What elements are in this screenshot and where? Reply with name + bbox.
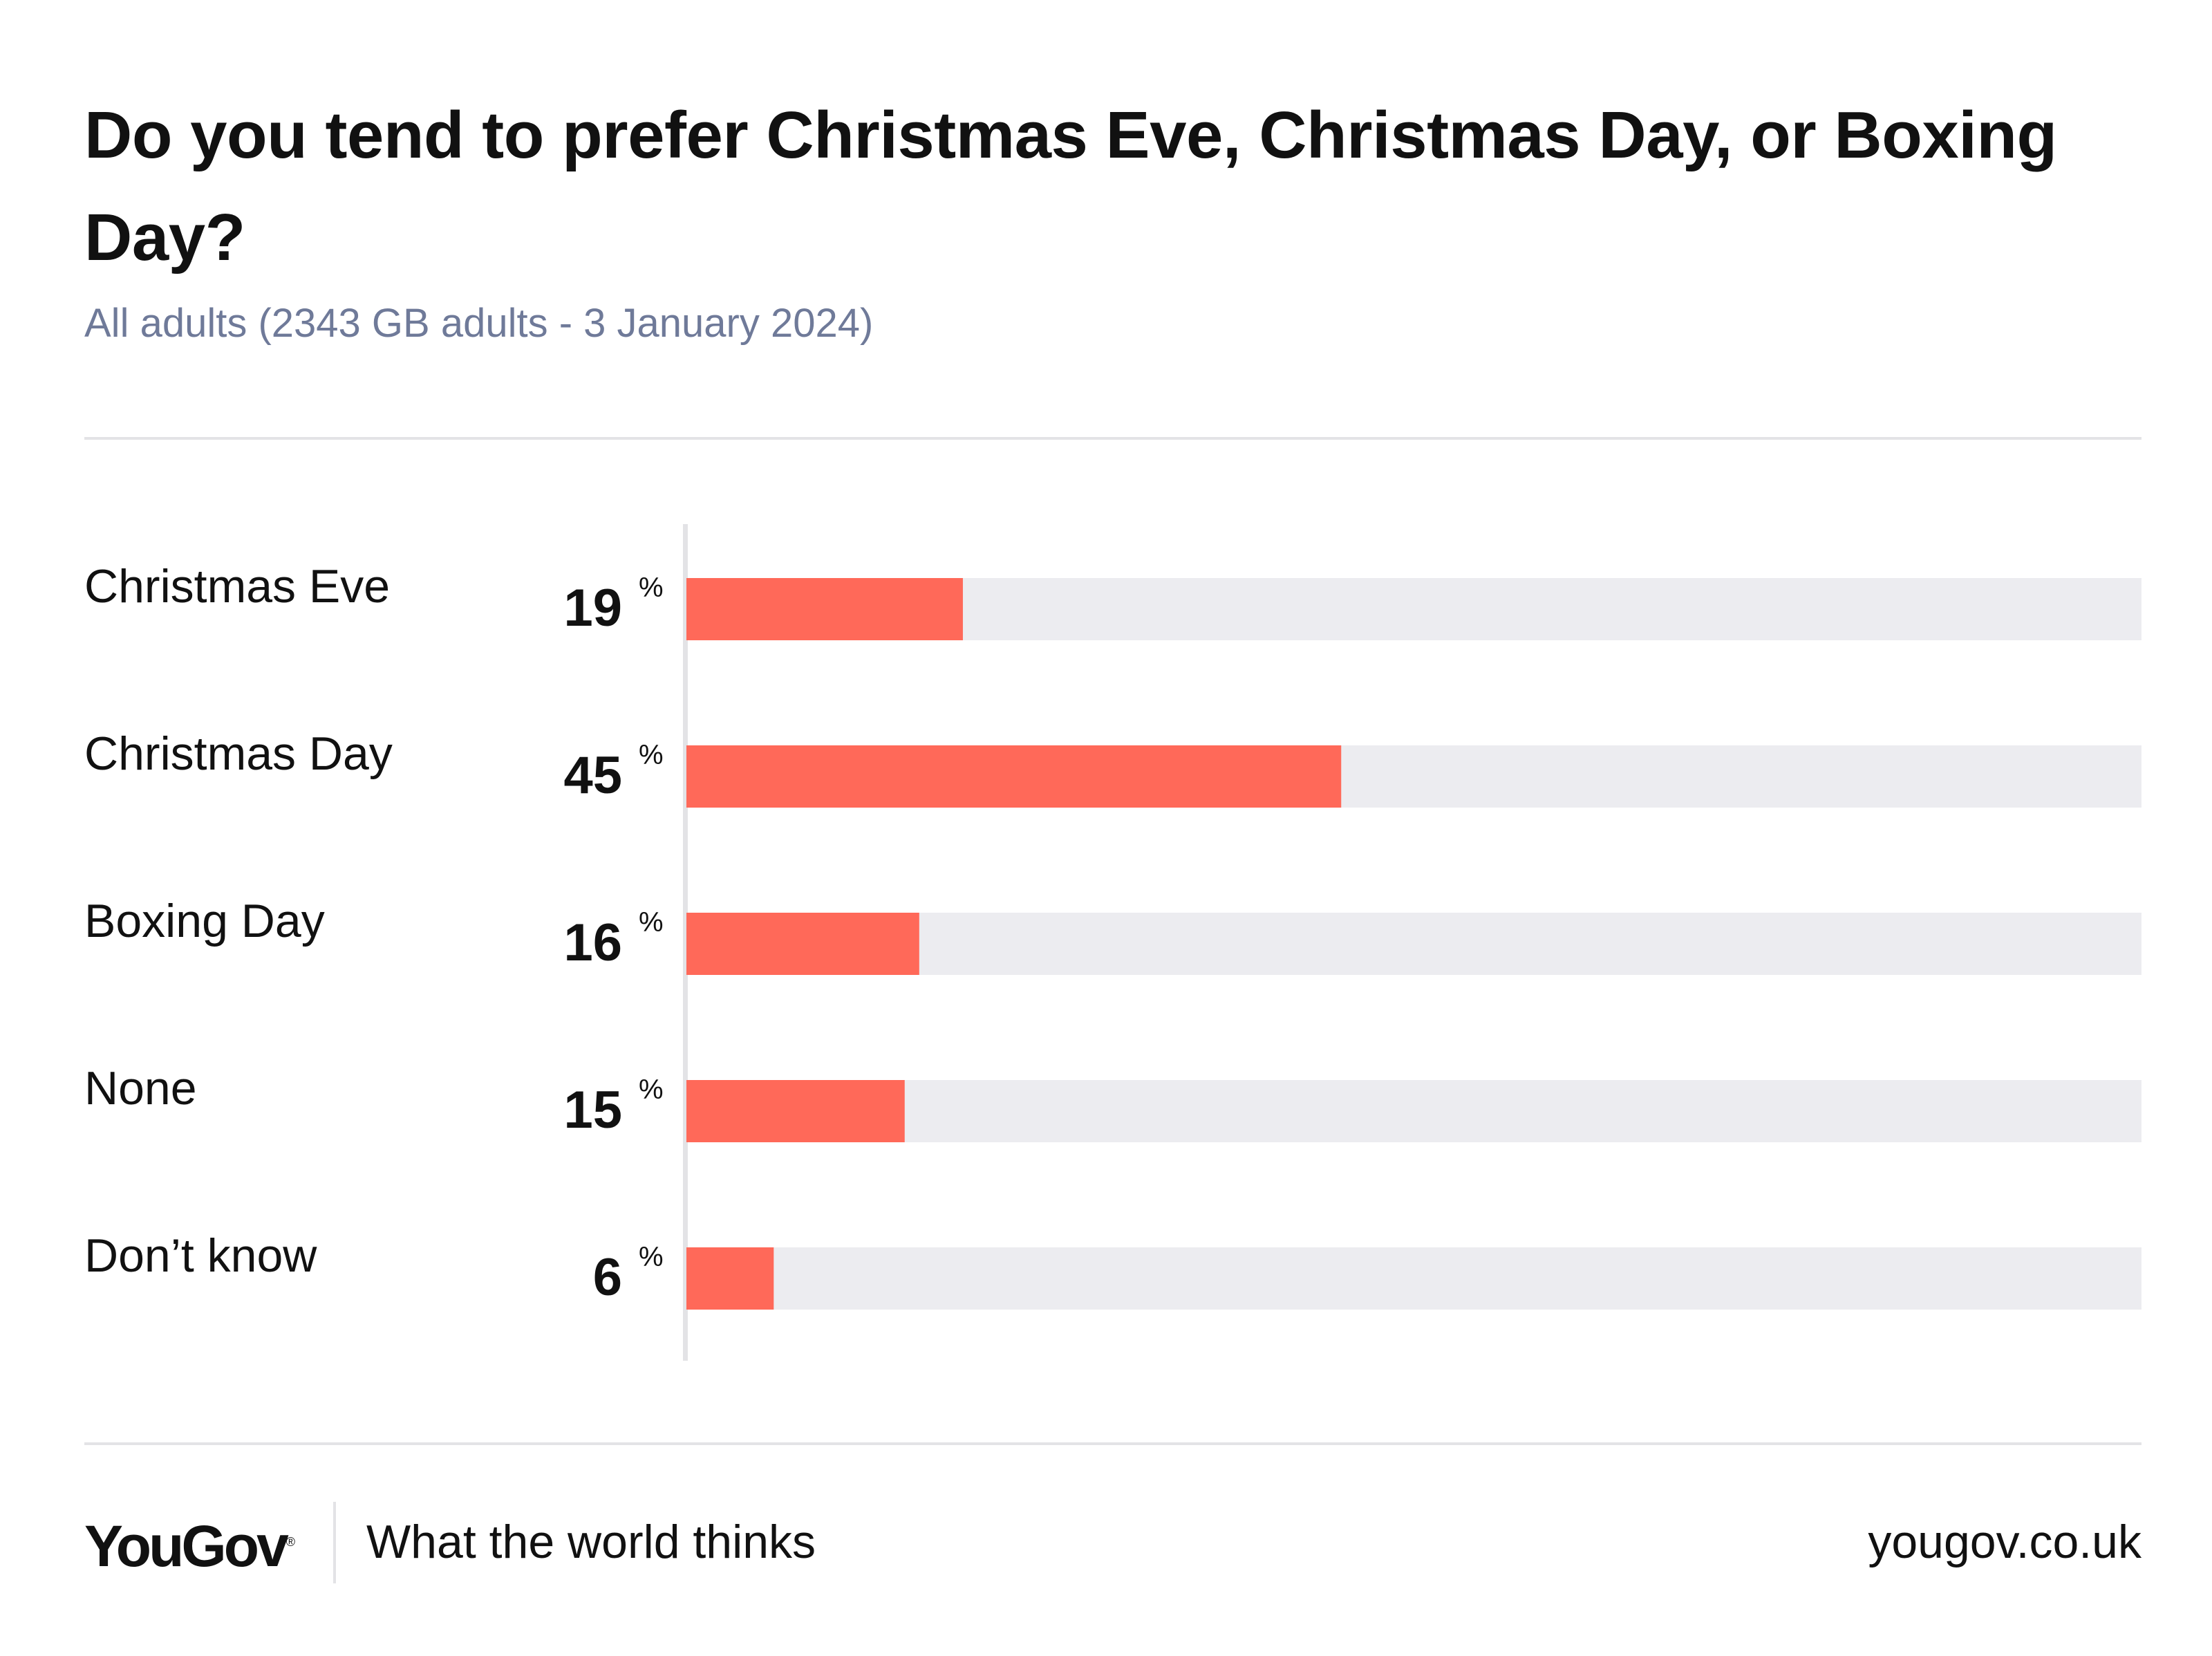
top-divider <box>84 437 2141 440</box>
percent-sign: % <box>639 740 664 770</box>
registered-mark-icon: ® <box>285 1535 296 1549</box>
yougov-logo-text: YouGov <box>84 1514 289 1579</box>
footer-url: yougov.co.uk <box>1868 1516 2141 1568</box>
value-label: 16 <box>563 913 622 972</box>
category-label: Boxing Day <box>84 895 325 947</box>
bar <box>686 1080 905 1142</box>
category-label: None <box>84 1062 197 1115</box>
category-label: Christmas Day <box>84 727 393 780</box>
percent-sign: % <box>639 907 664 938</box>
bar-track <box>686 913 2141 975</box>
chart-title: Do you tend to prefer Christmas Eve, Chr… <box>84 98 2057 275</box>
bar <box>686 745 1342 808</box>
bar-track <box>686 1247 2141 1310</box>
footer-divider <box>333 1502 336 1583</box>
value-label: 6 <box>593 1248 622 1307</box>
bar-chart: Christmas Eve 19 % Christmas Day 45 % Boxing D… <box>84 524 2141 1361</box>
bar-track <box>686 1080 2141 1142</box>
chart-subtitle: All adults (2343 GB adults - 3 January 2… <box>84 301 874 346</box>
value-label: 19 <box>563 579 622 638</box>
value-label: 15 <box>563 1081 622 1139</box>
percent-sign: % <box>639 1074 664 1105</box>
percent-sign: % <box>639 573 664 603</box>
percent-sign: % <box>639 1242 664 1272</box>
category-label: Christmas Eve <box>84 560 390 613</box>
bottom-divider <box>84 1442 2141 1445</box>
footer-tagline: What the world thinks <box>366 1516 816 1568</box>
yougov-logo: YouGov® <box>84 1504 295 1584</box>
category-label: Don’t know <box>84 1229 317 1282</box>
bar <box>686 578 963 640</box>
y-axis-line <box>683 524 688 1361</box>
value-label: 45 <box>563 746 622 805</box>
bar <box>686 1247 774 1310</box>
bar <box>686 913 919 975</box>
